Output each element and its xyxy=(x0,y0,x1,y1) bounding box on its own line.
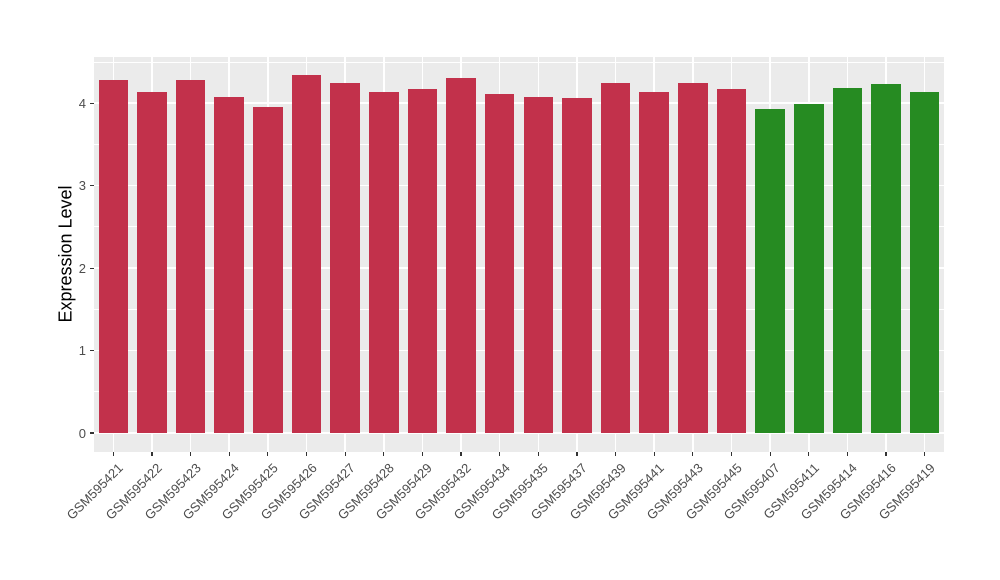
bar xyxy=(909,91,940,434)
y-axis-title: Expression Level xyxy=(55,185,76,323)
x-tick-mark xyxy=(228,452,230,456)
x-tick-mark xyxy=(499,452,501,456)
bar xyxy=(793,104,824,434)
bar xyxy=(562,98,592,434)
y-tick-mark xyxy=(90,102,94,104)
x-tick-mark xyxy=(267,452,269,456)
x-tick-mark xyxy=(305,452,308,456)
x-tick-mark xyxy=(924,452,926,456)
x-tick-mark xyxy=(344,452,346,456)
bar xyxy=(678,82,708,434)
bar xyxy=(330,83,360,434)
x-tick-mark xyxy=(692,452,694,456)
bar xyxy=(137,91,167,434)
bar xyxy=(253,107,283,434)
y-tick-mark xyxy=(90,185,94,187)
y-tick-mark xyxy=(90,349,94,352)
x-tick-mark xyxy=(730,452,733,456)
gridline-minor xyxy=(94,144,944,145)
x-tick-mark xyxy=(189,452,192,456)
bar xyxy=(639,92,669,434)
x-tick-mark xyxy=(383,452,385,456)
gridline-minor xyxy=(94,391,944,393)
x-tick-mark xyxy=(846,452,848,456)
bar xyxy=(446,78,476,434)
x-tick-mark xyxy=(576,452,578,456)
y-tick-mark xyxy=(90,267,94,269)
gridline-major xyxy=(94,349,944,352)
y-tick-label: 1 xyxy=(78,343,86,359)
gridline-major xyxy=(94,102,944,104)
bar xyxy=(716,89,747,434)
gridline-major xyxy=(94,184,944,187)
plot-panel xyxy=(94,57,944,452)
x-tick-mark xyxy=(885,452,887,456)
x-tick-mark xyxy=(151,452,153,456)
bar xyxy=(484,94,515,434)
gridline-minor xyxy=(94,226,944,228)
bar xyxy=(832,87,863,434)
x-tick-mark xyxy=(112,452,114,456)
bar xyxy=(755,108,785,434)
gridline-minor xyxy=(94,308,944,310)
y-tick-label: 3 xyxy=(78,178,86,194)
y-tick-label: 2 xyxy=(78,260,86,276)
bar xyxy=(407,89,438,434)
x-tick-mark xyxy=(460,452,462,456)
bar xyxy=(523,96,554,434)
x-tick-mark xyxy=(769,452,771,456)
x-tick-mark xyxy=(653,452,655,456)
y-tick-mark xyxy=(90,432,94,434)
y-tick-label: 4 xyxy=(78,95,86,111)
gridline-major xyxy=(94,432,944,434)
x-tick-mark xyxy=(537,452,539,456)
bar xyxy=(214,97,244,434)
bar xyxy=(291,75,322,434)
bar xyxy=(175,80,206,434)
gridline-minor xyxy=(94,61,944,63)
gridline-major xyxy=(94,267,944,269)
x-tick-mark xyxy=(808,452,810,456)
bar xyxy=(98,80,129,434)
x-tick-mark xyxy=(614,452,617,456)
y-tick-label: 0 xyxy=(78,425,86,441)
bar xyxy=(871,84,901,434)
x-tick-mark xyxy=(421,452,423,456)
bar xyxy=(368,92,399,434)
bar xyxy=(600,83,631,434)
